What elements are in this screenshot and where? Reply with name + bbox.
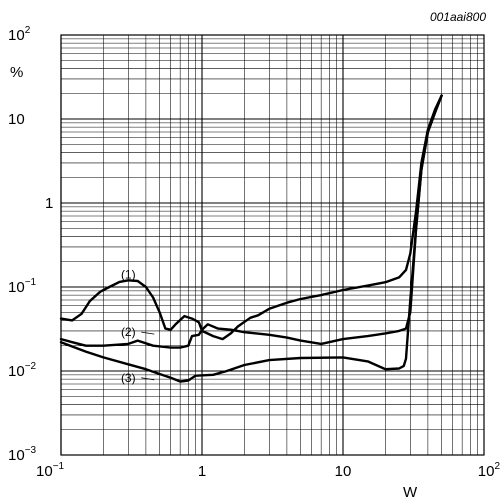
x-tick-label-exponent: −1 — [53, 461, 65, 472]
y-tick-label: 102 — [8, 25, 31, 44]
y-tick-label-base: 1 — [45, 195, 53, 212]
series-3-leader — [141, 377, 155, 381]
y-axis-unit: % — [10, 64, 23, 81]
y-tick-label-exponent: −3 — [25, 445, 37, 456]
grid — [60, 35, 484, 456]
series-labels: (1) (2) (3) — [121, 268, 155, 385]
series-3-label: (3) — [121, 371, 136, 385]
x-tick-label-base: 10 — [478, 463, 495, 480]
x-tick-label: 102 — [478, 461, 501, 480]
x-tick-label: 10−1 — [36, 461, 65, 480]
y-tick-label-exponent: −2 — [25, 361, 37, 372]
y-tick-label-base: 10 — [8, 111, 25, 128]
y-tick-label: 10 — [8, 111, 25, 128]
y-tick-label-base: 10 — [8, 447, 25, 464]
y-tick-label: 10−2 — [8, 361, 37, 380]
y-tick-label-base: 10 — [8, 27, 25, 44]
curves — [59, 94, 443, 383]
series-1-label: (1) — [121, 268, 136, 282]
x-axis-unit: W — [403, 484, 418, 501]
y-tick-label-base: 10 — [8, 279, 25, 296]
reference-code: 001aai800 — [430, 10, 486, 24]
plot-frame — [60, 34, 485, 456]
x-tick-label-base: 1 — [198, 463, 206, 480]
y-tick-label: 1 — [45, 195, 53, 212]
x-tick-label: 1 — [198, 463, 206, 480]
series-2-leader — [141, 331, 155, 335]
series-3-line — [59, 94, 443, 383]
x-tick-label: 10 — [335, 463, 352, 480]
x-tick-label-exponent: 2 — [494, 461, 500, 472]
x-tick-label-base: 10 — [335, 463, 352, 480]
y-tick-label: 10−1 — [8, 277, 37, 296]
y-tick-label: 10−3 — [8, 445, 37, 464]
series-1-line — [59, 94, 443, 341]
x-tick-label-base: 10 — [36, 463, 53, 480]
series-2-label: (2) — [121, 325, 136, 339]
y-tick-label-base: 10 — [8, 363, 25, 380]
y-tick-label-exponent: 2 — [25, 25, 31, 36]
y-tick-label-exponent: −1 — [25, 277, 37, 288]
